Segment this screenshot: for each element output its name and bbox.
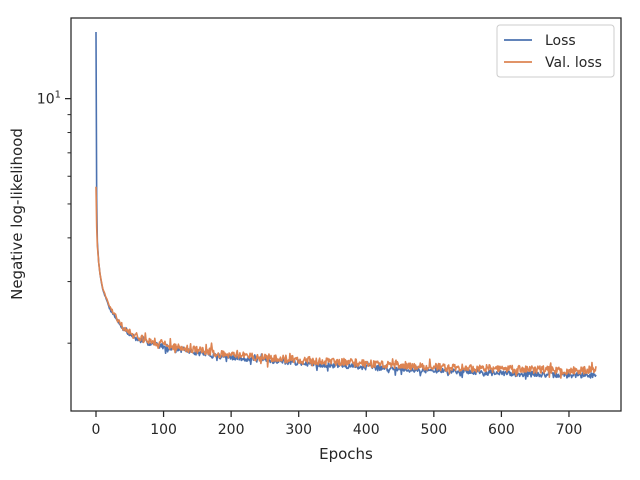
y-axis-label: Negative log-likelihood xyxy=(8,128,26,300)
y-tick-label: 101 xyxy=(37,90,61,108)
plot-frame xyxy=(70,17,622,412)
x-tick-label: 700 xyxy=(556,422,583,438)
x-tick-label: 500 xyxy=(420,422,447,438)
legend-box xyxy=(496,24,615,78)
x-axis-ticks: 0 100 200 300 400 500 600 700 xyxy=(92,411,583,438)
y-axis-ticks: 101 xyxy=(37,90,71,344)
series-line-loss xyxy=(95,32,597,380)
legend-label: Val. loss xyxy=(545,55,602,71)
legend-label: Loss xyxy=(545,33,576,49)
series-layer xyxy=(95,32,597,380)
x-tick-label: 200 xyxy=(218,422,245,438)
x-tick-label: 600 xyxy=(488,422,515,438)
series-line-val-loss xyxy=(95,186,597,379)
legend: Loss Val. loss xyxy=(496,24,615,78)
x-tick-label: 300 xyxy=(285,422,312,438)
x-tick-label: 0 xyxy=(92,422,101,438)
x-tick-label: 100 xyxy=(150,422,177,438)
x-axis-label: Epochs xyxy=(319,445,373,463)
x-tick-label: 400 xyxy=(353,422,380,438)
